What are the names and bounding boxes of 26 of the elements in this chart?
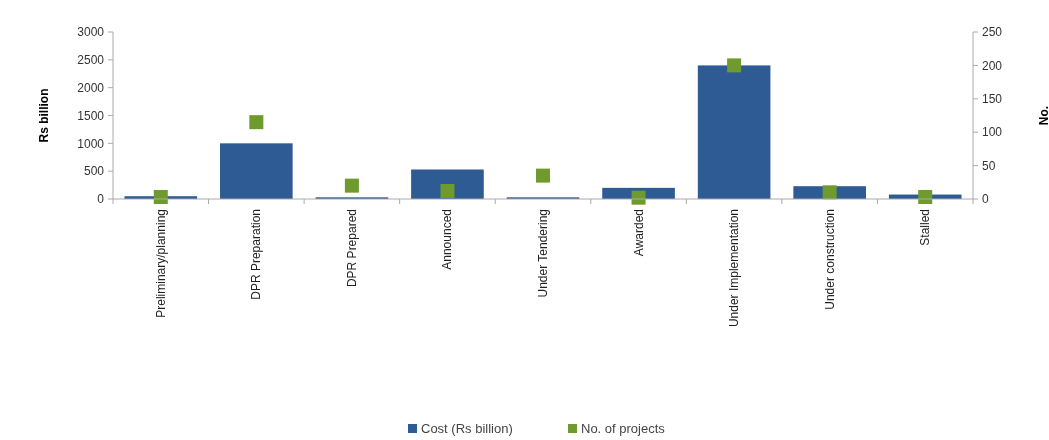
legend-label: Cost (Rs billion) — [421, 421, 513, 436]
y2-tick-label: 0 — [982, 192, 989, 207]
x-tick-label: Under Tendering — [536, 209, 550, 298]
legend-label: No. of projects — [581, 421, 666, 436]
x-tick-label: Under Implementation — [727, 209, 742, 328]
y-tick-label: 3000 — [77, 25, 105, 40]
y-tick-label: 2500 — [77, 53, 105, 68]
y2-tick-label: 150 — [982, 92, 1003, 106]
y2-axis-title: No. — [1037, 105, 1049, 126]
y-tick-label: 2000 — [77, 80, 105, 95]
x-tick-label: Preliminary/planning — [153, 209, 168, 318]
y-tick-label: 1000 — [77, 136, 105, 151]
x-tick-label: DPR Preparation — [249, 209, 264, 300]
y-tick-label: 500 — [83, 164, 105, 179]
x-tick-label: Under construction — [822, 209, 837, 310]
x-tick-label: Stalled — [918, 209, 933, 246]
x-tick-label: Announced — [440, 209, 455, 270]
y-axis-title: Rs billion — [37, 88, 51, 143]
y2-tick-label: 100 — [982, 125, 1003, 140]
y-tick-label: 1500 — [77, 108, 105, 123]
y2-tick-label: 200 — [982, 58, 1003, 73]
x-tick-label: DPR Prepared — [344, 209, 359, 288]
y2-tick-label: 250 — [982, 25, 1003, 40]
y2-tick-label: 50 — [982, 158, 996, 173]
y-tick-label: 0 — [97, 192, 105, 207]
x-tick-label: Awarded — [631, 209, 646, 257]
